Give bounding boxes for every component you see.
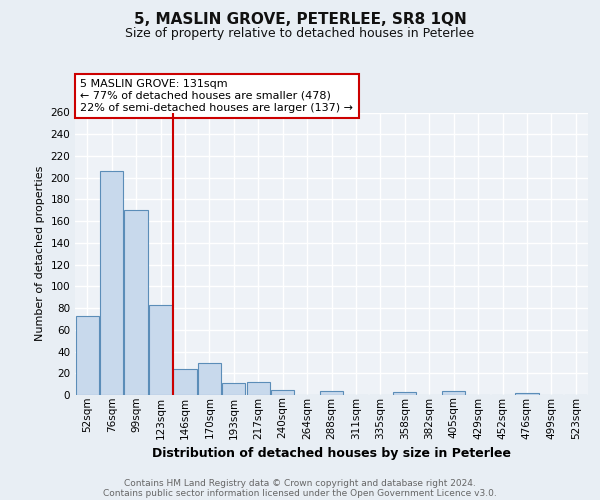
Text: Size of property relative to detached houses in Peterlee: Size of property relative to detached ho… xyxy=(125,28,475,40)
Bar xyxy=(198,364,221,395)
Bar xyxy=(222,383,245,395)
Bar xyxy=(271,390,294,395)
Bar xyxy=(515,393,539,395)
Bar xyxy=(76,316,99,395)
Bar xyxy=(320,390,343,395)
Bar xyxy=(149,305,172,395)
X-axis label: Distribution of detached houses by size in Peterlee: Distribution of detached houses by size … xyxy=(152,447,511,460)
Bar xyxy=(124,210,148,395)
Bar xyxy=(247,382,270,395)
Text: 5 MASLIN GROVE: 131sqm
← 77% of detached houses are smaller (478)
22% of semi-de: 5 MASLIN GROVE: 131sqm ← 77% of detached… xyxy=(80,80,353,112)
Text: Contains HM Land Registry data © Crown copyright and database right 2024.: Contains HM Land Registry data © Crown c… xyxy=(124,478,476,488)
Bar xyxy=(173,369,197,395)
Text: 5, MASLIN GROVE, PETERLEE, SR8 1QN: 5, MASLIN GROVE, PETERLEE, SR8 1QN xyxy=(134,12,466,28)
Text: Contains public sector information licensed under the Open Government Licence v3: Contains public sector information licen… xyxy=(103,488,497,498)
Bar xyxy=(100,171,123,395)
Bar xyxy=(442,390,465,395)
Y-axis label: Number of detached properties: Number of detached properties xyxy=(35,166,45,342)
Bar xyxy=(393,392,416,395)
